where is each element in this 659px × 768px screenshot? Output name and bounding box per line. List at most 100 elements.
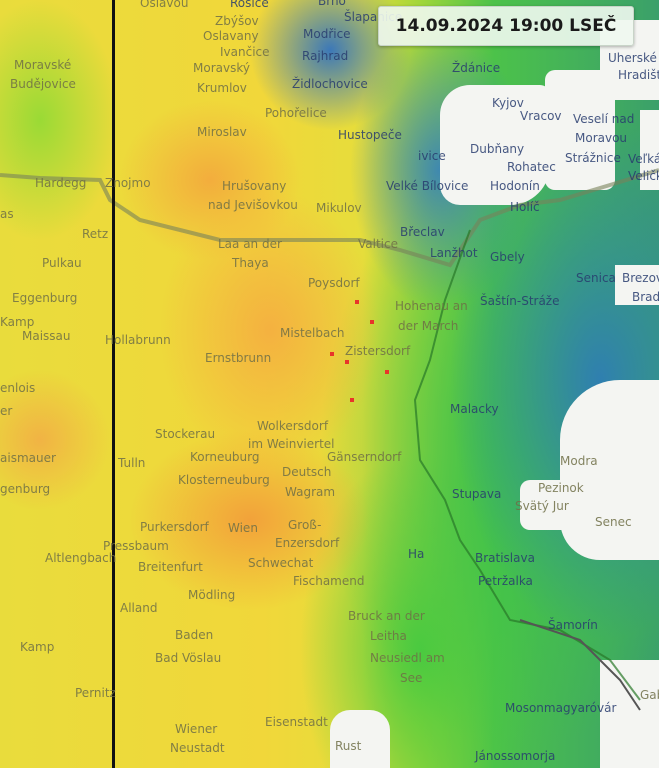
place-label: Hohenau an [395, 299, 468, 313]
place-label: Brad [632, 290, 659, 304]
place-label: Znojmo [105, 176, 151, 190]
place-label: Mistelbach [280, 326, 345, 340]
place-label: Ivančice [220, 45, 270, 59]
place-label: Gänserndorf [327, 450, 402, 464]
place-label: Wiener [175, 722, 218, 736]
place-label: as [0, 207, 14, 221]
place-label: Alland [120, 601, 158, 615]
place-label: Kamp [0, 315, 35, 329]
place-label: Purkersdorf [140, 520, 209, 534]
place-label: Hardegg [35, 176, 87, 190]
place-label: Thaya [232, 256, 269, 270]
place-label: Poysdorf [308, 276, 360, 290]
place-label: Jánossomorja [475, 749, 556, 763]
place-label: Rohatec [507, 160, 556, 174]
place-label: Kamp [20, 640, 55, 654]
no-echo-area [520, 480, 580, 530]
place-label: Ždánice [452, 61, 501, 75]
place-label: Svätý Jur [515, 499, 569, 513]
place-label: Rust [335, 739, 362, 753]
place-label: Ernstbrunn [205, 351, 272, 365]
place-label: Kyjov [492, 96, 524, 110]
place-label: Mikulov [316, 201, 362, 215]
place-label: Neustadt [170, 741, 225, 755]
place-label: im Weinviertel [248, 437, 335, 451]
place-label: enlois [0, 381, 36, 395]
place-label: genburg [0, 482, 51, 496]
place-label: Eisenstadt [265, 715, 328, 729]
place-label: Baden [175, 628, 214, 642]
place-label: Budějovice [10, 77, 76, 91]
place-label: Hollabrunn [105, 333, 171, 347]
place-label: Retz [82, 227, 109, 241]
place-label: Šaštín-Stráže [480, 294, 560, 308]
heavy-rain-cell [385, 370, 389, 374]
place-label: Dubňany [470, 142, 525, 156]
place-label: er [0, 404, 13, 418]
place-label: Bruck an der [348, 609, 425, 623]
no-echo-area [560, 380, 659, 560]
place-label: Valtice [358, 237, 398, 251]
place-label: Modra [560, 454, 598, 468]
place-label: Lanžhot [430, 246, 478, 260]
place-label: ivice [418, 149, 446, 163]
place-label: Malacky [450, 402, 499, 416]
place-label: Neusiedl am [370, 651, 445, 665]
place-label: Hodonín [490, 179, 540, 193]
place-label: Enzersdorf [275, 536, 340, 550]
place-label: Oslavou [140, 0, 189, 10]
place-label: Mosonmagyaróvár [505, 701, 617, 715]
place-label: Rosice [230, 0, 269, 10]
place-label: Miroslav [197, 125, 247, 139]
place-label: Gab [640, 688, 659, 702]
place-label: Brezová [622, 271, 659, 285]
place-label: aismauer [0, 451, 56, 465]
place-label: Brno [318, 0, 346, 8]
place-label: Altlengbach [45, 551, 117, 565]
place-label: Moravou [575, 131, 628, 145]
place-label: Moravský [193, 61, 250, 75]
place-label: Strážnice [565, 151, 621, 165]
place-label: Zbýšov [215, 14, 259, 28]
place-label: Senica [576, 271, 616, 285]
place-label: Klosterneuburg [178, 473, 270, 487]
place-label: Pernitz [75, 686, 116, 700]
place-label: Hrušovany [222, 179, 287, 193]
place-label: Vracov [520, 109, 562, 123]
boundary-line [112, 0, 115, 768]
place-label: Deutsch [282, 465, 332, 479]
place-label: Groß- [288, 518, 322, 532]
place-label: Veľká [628, 152, 659, 166]
place-label: Wolkersdorf [257, 419, 329, 433]
place-label: Mödling [188, 588, 236, 602]
place-label: Modřice [303, 27, 351, 41]
place-label: Pezinok [538, 481, 584, 495]
place-label: Oslavany [203, 29, 259, 43]
timestamp-label: 14.09.2024 19:00 LSEČ [378, 6, 634, 46]
place-label: Schwechat [248, 556, 314, 570]
place-label: Maissau [22, 329, 71, 343]
place-label: Hradiště [618, 68, 659, 82]
place-label: Pressbaum [103, 539, 169, 553]
place-label: Leitha [370, 629, 407, 643]
place-label: Gbely [490, 250, 525, 264]
heavy-rain-cell [370, 320, 374, 324]
place-label: Veselí nad [573, 112, 635, 126]
place-label: Pulkau [42, 256, 82, 270]
heavy-rain-cell [350, 398, 354, 402]
place-label: Pohořelice [265, 106, 327, 120]
heavy-rain-cell [330, 352, 334, 356]
place-label: Veličky [628, 169, 659, 183]
place-label: See [400, 671, 423, 685]
place-label: Stockerau [155, 427, 216, 441]
place-label: Hustopeče [338, 128, 402, 142]
place-label: Stupava [452, 487, 502, 501]
place-label: Moravské [14, 58, 72, 72]
place-label: Břeclav [400, 225, 445, 239]
place-label: Židlochovice [292, 77, 368, 91]
place-label: Senec [595, 515, 632, 529]
place-label: Petržalka [478, 574, 533, 588]
heavy-rain-cell [345, 360, 349, 364]
